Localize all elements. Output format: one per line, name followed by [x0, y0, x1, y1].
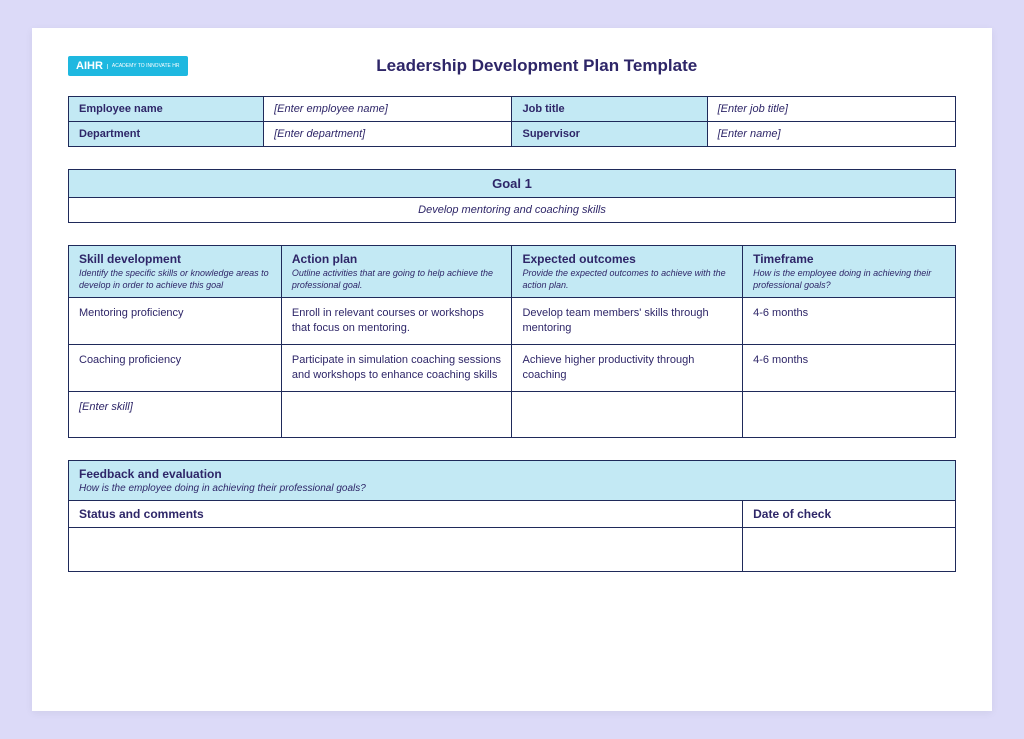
- job-title-label: Job title: [512, 97, 707, 122]
- cell-outcome-2[interactable]: Achieve higher productivity through coac…: [512, 345, 743, 392]
- employee-name-label: Employee name: [69, 97, 264, 122]
- feedback-header-label: Feedback and evaluation: [79, 467, 945, 481]
- col-timeframe-label: Timeframe: [753, 252, 945, 266]
- aihr-logo: AIHR ACADEMY TO INNOVATE HR: [68, 56, 188, 76]
- cell-action-3[interactable]: [281, 391, 512, 437]
- employee-info-table: Employee name [Enter employee name] Job …: [68, 96, 956, 147]
- cell-skill-3[interactable]: [Enter skill]: [69, 391, 282, 437]
- plan-row-2: Coaching proficiency Participate in simu…: [69, 345, 956, 392]
- cell-outcome-1[interactable]: Develop team members' skills through men…: [512, 298, 743, 345]
- outer-frame: AIHR ACADEMY TO INNOVATE HR Leadership D…: [0, 0, 1024, 739]
- plan-row-1: Mentoring proficiency Enroll in relevant…: [69, 298, 956, 345]
- col-action-sub: Outline activities that are going to hel…: [292, 268, 502, 291]
- department-field[interactable]: [Enter department]: [264, 122, 512, 147]
- job-title-field[interactable]: [Enter job title]: [707, 97, 955, 122]
- plan-table: Skill development Identify the specific …: [68, 245, 956, 438]
- col-expected-outcomes: Expected outcomes Provide the expected o…: [512, 246, 743, 298]
- header-row: AIHR ACADEMY TO INNOVATE HR Leadership D…: [68, 56, 956, 76]
- goal-description: Develop mentoring and coaching skills: [69, 198, 956, 223]
- col-timeframe-sub: How is the employee doing in achieving t…: [753, 268, 945, 291]
- page-title: Leadership Development Plan Template: [188, 56, 887, 76]
- status-comments-label: Status and comments: [69, 500, 743, 527]
- cell-timeframe-3[interactable]: [743, 391, 956, 437]
- cell-action-2[interactable]: Participate in simulation coaching sessi…: [281, 345, 512, 392]
- plan-row-3: [Enter skill]: [69, 391, 956, 437]
- col-timeframe: Timeframe How is the employee doing in a…: [743, 246, 956, 298]
- cell-skill-1[interactable]: Mentoring proficiency: [69, 298, 282, 345]
- cell-timeframe-1[interactable]: 4-6 months: [743, 298, 956, 345]
- feedback-entry-row: [69, 527, 956, 571]
- logo-main-text: AIHR: [76, 60, 103, 72]
- col-outcome-sub: Provide the expected outcomes to achieve…: [522, 268, 732, 291]
- col-skill-label: Skill development: [79, 252, 271, 266]
- feedback-header: Feedback and evaluation How is the emplo…: [69, 460, 956, 500]
- cell-timeframe-2[interactable]: 4-6 months: [743, 345, 956, 392]
- col-skill-sub: Identify the specific skills or knowledg…: [79, 268, 271, 291]
- col-action-label: Action plan: [292, 252, 502, 266]
- feedback-table: Feedback and evaluation How is the emplo…: [68, 460, 956, 572]
- feedback-subheader-row: Status and comments Date of check: [69, 500, 956, 527]
- cell-action-1[interactable]: Enroll in relevant courses or workshops …: [281, 298, 512, 345]
- date-of-check-label: Date of check: [743, 500, 956, 527]
- col-skill-development: Skill development Identify the specific …: [69, 246, 282, 298]
- supervisor-field[interactable]: [Enter name]: [707, 122, 955, 147]
- logo-sub-text: ACADEMY TO INNOVATE HR: [107, 64, 180, 69]
- department-label: Department: [69, 122, 264, 147]
- supervisor-label: Supervisor: [512, 122, 707, 147]
- employee-name-field[interactable]: [Enter employee name]: [264, 97, 512, 122]
- col-outcome-label: Expected outcomes: [522, 252, 732, 266]
- goal-header: Goal 1: [69, 170, 956, 198]
- date-of-check-field[interactable]: [743, 527, 956, 571]
- status-comments-field[interactable]: [69, 527, 743, 571]
- plan-header-row: Skill development Identify the specific …: [69, 246, 956, 298]
- col-action-plan: Action plan Outline activities that are …: [281, 246, 512, 298]
- info-row-1: Employee name [Enter employee name] Job …: [69, 97, 956, 122]
- cell-skill-2[interactable]: Coaching proficiency: [69, 345, 282, 392]
- document-page: AIHR ACADEMY TO INNOVATE HR Leadership D…: [32, 28, 992, 711]
- cell-outcome-3[interactable]: [512, 391, 743, 437]
- info-row-2: Department [Enter department] Supervisor…: [69, 122, 956, 147]
- goal-table: Goal 1 Develop mentoring and coaching sk…: [68, 169, 956, 223]
- feedback-header-sub: How is the employee doing in achieving t…: [79, 483, 945, 494]
